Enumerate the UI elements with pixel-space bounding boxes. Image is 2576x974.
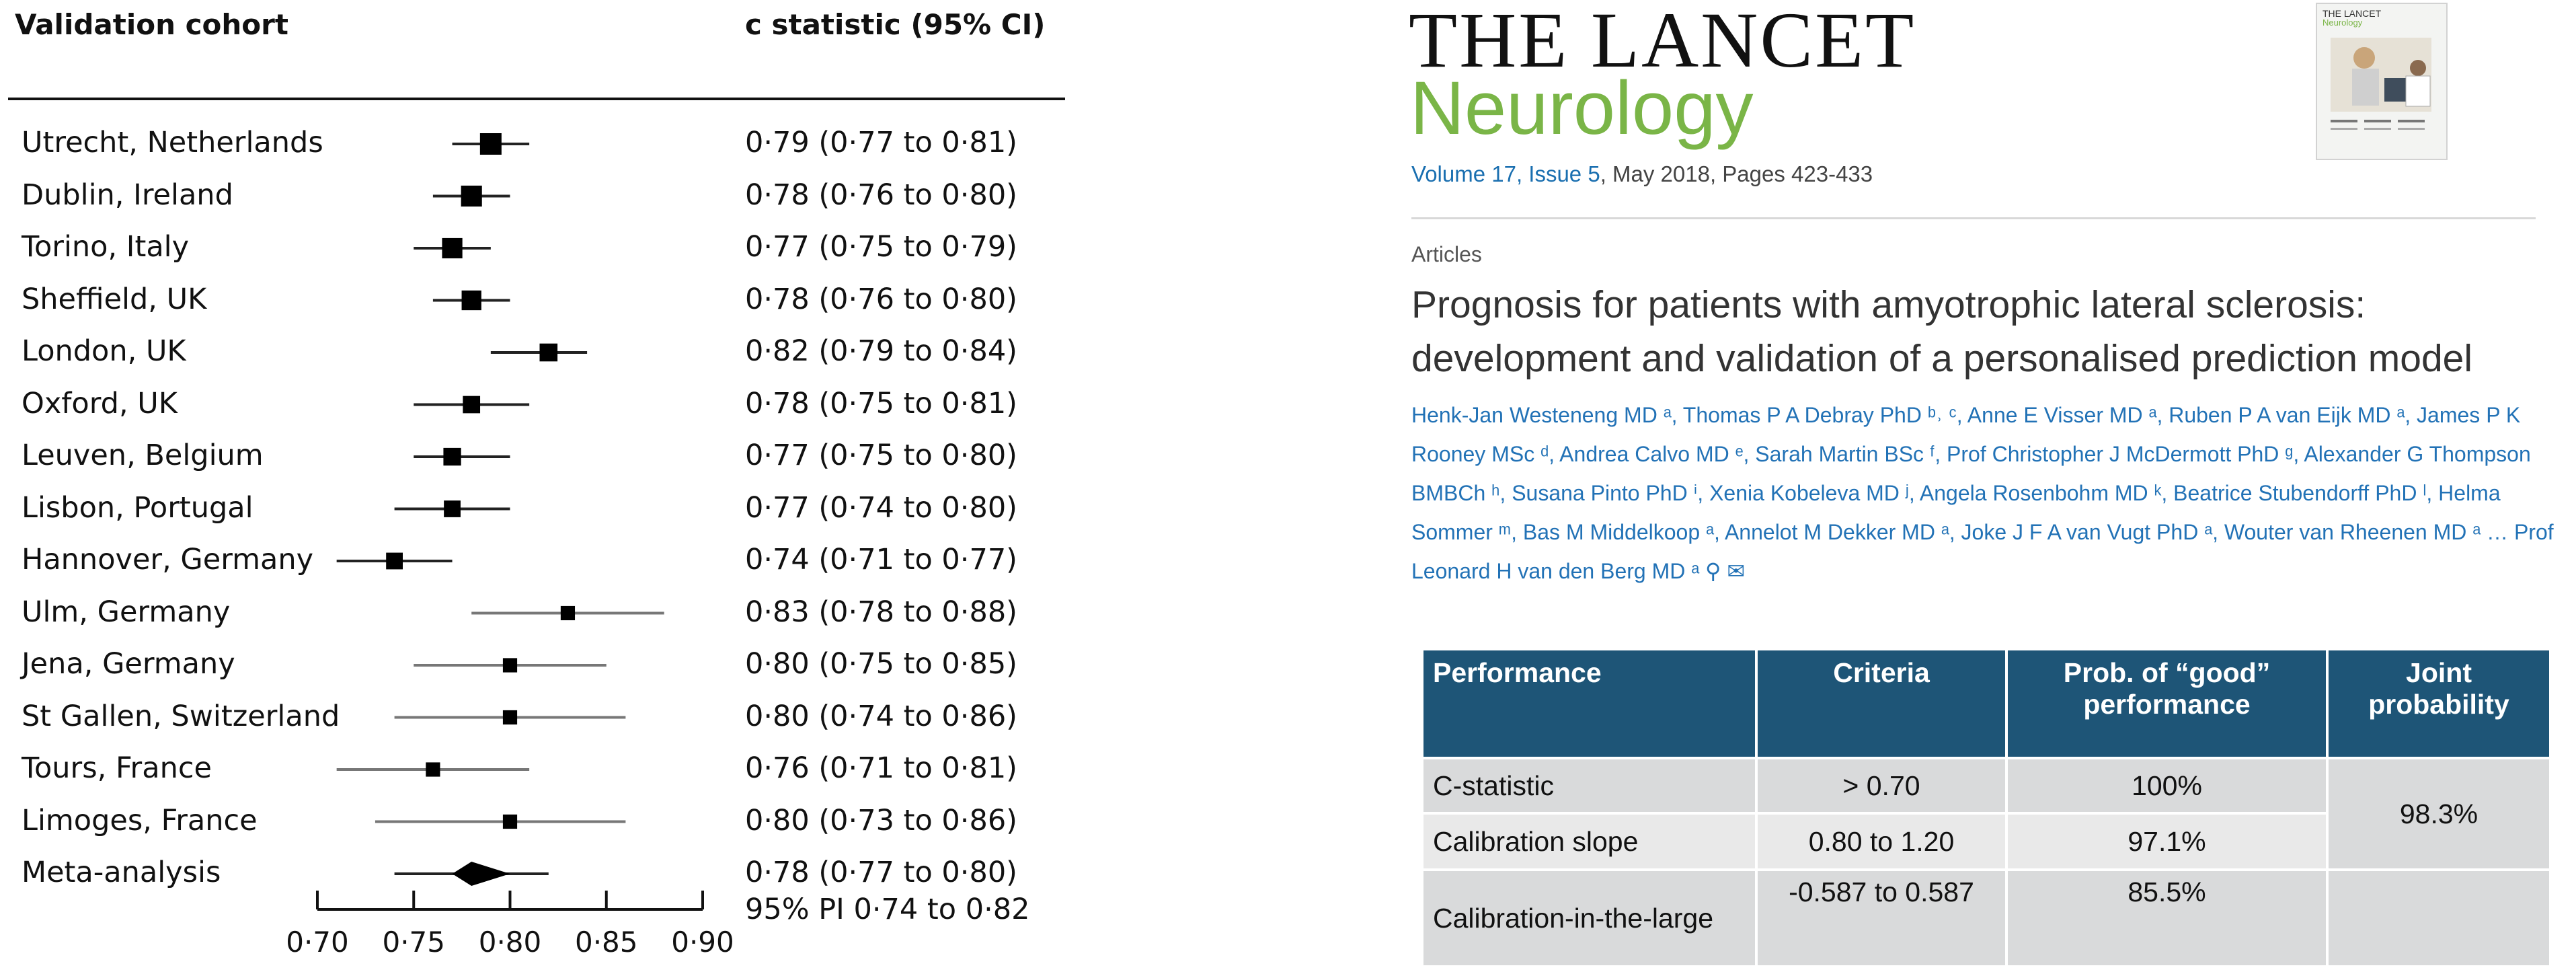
- article-divider: [1411, 217, 2536, 219]
- article-type: Articles: [1411, 242, 1482, 266]
- cell-joint-empty: [2329, 871, 2549, 965]
- x-tick-label: 0·85: [575, 926, 638, 959]
- cell-joint-probability: 98.3%: [2329, 759, 2549, 868]
- point-estimate: [479, 133, 502, 155]
- cstat-column-header: c statistic (95% CI): [745, 8, 1046, 41]
- cstat-value: 0·82 (0·79 to 0·84): [745, 334, 1017, 368]
- cstat-value: 0·77 (0·74 to 0·80): [745, 490, 1017, 525]
- cstat-value: 0·80 (0·75 to 0·85): [745, 647, 1017, 681]
- point-estimate: [386, 552, 403, 570]
- header-performance: Performance: [1423, 650, 1755, 757]
- point-estimate: [560, 605, 576, 621]
- cohort-label: Jena, Germany: [22, 647, 235, 681]
- point-estimate: [539, 343, 558, 362]
- point-estimate: [426, 762, 440, 777]
- cstat-value: 0·77 (0·75 to 0·80): [745, 439, 1017, 472]
- x-tick-label: 0·70: [286, 926, 349, 959]
- cell-criteria: 0.80 to 1.20: [1758, 815, 2005, 868]
- header-prob: Prob. of “good” performance: [2008, 650, 2326, 757]
- point-estimate: [502, 658, 518, 673]
- cstat-value: 0·80 (0·74 to 0·86): [745, 699, 1017, 733]
- cell-performance: Calibration-in-the-large: [1423, 871, 1755, 965]
- table-row: Calibration slope 0.80 to 1.20 97.1%: [1423, 815, 2549, 868]
- cohort-label: Oxford, UK: [22, 386, 178, 420]
- cell-prob: 100%: [2008, 759, 2326, 812]
- point-estimate: [461, 185, 482, 207]
- cohort-label: Sheffield, UK: [22, 282, 207, 316]
- cell-criteria: > 0.70: [1758, 759, 2005, 812]
- cell-prob: 85.5%: [2008, 871, 2326, 965]
- point-estimate: [444, 500, 461, 517]
- journal-cover-thumbnail[interactable]: THE LANCET Neurology: [2316, 3, 2448, 160]
- cohort-label: Dublin, Ireland: [22, 178, 233, 212]
- meta-analysis-value: 0·78 (0·77 to 0·80): [745, 856, 1017, 889]
- volume-details: , May 2018, Pages 423-433: [1600, 161, 1873, 186]
- cstat-value: 0·79 (0·77 to 0·81): [745, 126, 1017, 159]
- cohort-column-header: Validation cohort: [15, 8, 288, 41]
- cstat-value: 0·74 (0·71 to 0·77): [745, 543, 1017, 576]
- header-criteria: Criteria: [1758, 650, 2005, 757]
- cohort-label: London, UK: [22, 334, 186, 368]
- cohort-label: Utrecht, Netherlands: [22, 126, 323, 159]
- cohort-label: Tours, France: [22, 751, 212, 785]
- cstat-value: 0·77 (0·75 to 0·79): [745, 230, 1017, 264]
- cohort-label: Limoges, France: [22, 803, 258, 837]
- cell-prob: 97.1%: [2008, 815, 2326, 868]
- point-estimate: [502, 814, 518, 829]
- volume-link[interactable]: Volume 17, Issue 5: [1411, 161, 1600, 186]
- point-estimate: [461, 290, 481, 311]
- x-tick-label: 0·90: [671, 926, 734, 959]
- volume-line: Volume 17, Issue 5, May 2018, Pages 423-…: [1411, 161, 1873, 187]
- journal-subtitle[interactable]: Neurology: [1410, 66, 1754, 150]
- point-estimate: [502, 710, 518, 725]
- cell-performance: C-statistic: [1423, 759, 1755, 812]
- point-estimate: [442, 237, 463, 259]
- cstat-value: 0·80 (0·73 to 0·86): [745, 803, 1017, 837]
- header-rule: [8, 98, 1065, 100]
- cell-performance: Calibration slope: [1423, 815, 1755, 868]
- cell-criteria: -0.587 to 0.587: [1758, 871, 2005, 965]
- cstat-value: 0·83 (0·78 to 0·88): [745, 595, 1017, 629]
- performance-table: Performance Criteria Prob. of “good” per…: [1421, 648, 2552, 968]
- forest-plot: Validation cohort c statistic (95% CI) U…: [0, 0, 1089, 974]
- point-estimate: [463, 396, 481, 414]
- forest-plot-svg: 0·70 0·75 0·80 0·85 0·90: [286, 133, 734, 959]
- article-title: Prognosis for patients with amyotrophic …: [1411, 283, 2473, 380]
- point-estimate: [443, 447, 461, 466]
- cohort-label: Lisbon, Portugal: [22, 490, 253, 525]
- cover-illustration: [2331, 38, 2431, 130]
- prediction-interval-text: 95% PI 0·74 to 0·82: [745, 893, 1030, 926]
- meta-analysis-diamond: [452, 862, 510, 886]
- journal-masthead: THE LANCET: [1409, 0, 1916, 84]
- cohort-label: Hannover, Germany: [22, 543, 314, 576]
- x-tick-label: 0·75: [382, 926, 445, 959]
- cohort-label: Leuven, Belgium: [22, 439, 264, 472]
- header-joint: Joint probability: [2329, 650, 2549, 757]
- cstat-value: 0·78 (0·75 to 0·81): [745, 386, 1017, 420]
- cstat-value: 0·76 (0·71 to 0·81): [745, 751, 1017, 785]
- table-header-row: Performance Criteria Prob. of “good” per…: [1423, 650, 2549, 757]
- x-tick-label: 0·80: [479, 926, 542, 959]
- cstat-value: 0·78 (0·76 to 0·80): [745, 178, 1017, 212]
- cover-title: THE LANCET: [2323, 8, 2382, 19]
- cohort-label: Ulm, Germany: [22, 595, 231, 629]
- cohort-label: Torino, Italy: [22, 230, 190, 264]
- author-list[interactable]: Henk-Jan Westeneng MD ᵃ, Thomas P A Debr…: [1411, 403, 2554, 583]
- table-row: Calibration-in-the-large -0.587 to 0.587…: [1423, 871, 2549, 965]
- cover-subtitle: Neurology: [2323, 17, 2363, 28]
- table-row: C-statistic > 0.70 100% 98.3%: [1423, 759, 2549, 868]
- article-header: THE LANCET Neurology Volume 17, Issue 5,…: [1409, 0, 2565, 974]
- meta-analysis-label: Meta-analysis: [22, 856, 221, 889]
- cohort-label: St Gallen, Switzerland: [22, 699, 340, 733]
- cstat-value: 0·78 (0·76 to 0·80): [745, 282, 1017, 316]
